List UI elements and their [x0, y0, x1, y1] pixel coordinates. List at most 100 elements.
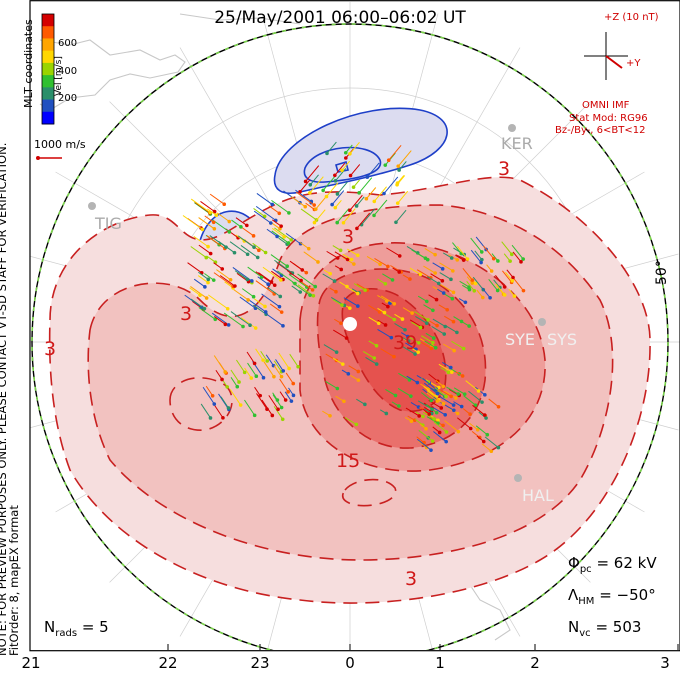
velocity-vector [397, 150, 412, 167]
colorbar-segment [42, 14, 54, 27]
contour-label-3b: 3 [180, 303, 193, 325]
latitude-label: 50° [654, 260, 670, 285]
velocity-vector [305, 165, 320, 182]
velocity-vector [432, 318, 446, 327]
velocity-vector-origin [452, 348, 456, 353]
velocity-vector-origin [475, 427, 480, 432]
velocity-vector [332, 299, 343, 306]
velocity-vector [398, 372, 410, 381]
velocity-vector-origin [203, 285, 207, 289]
velocity-vector [190, 246, 207, 258]
velocity-vector [315, 196, 327, 210]
velocity-vector [334, 163, 346, 176]
velocity-vector [511, 244, 524, 260]
velocity-vector [285, 232, 301, 245]
velocity-vector-origin [365, 175, 370, 179]
velocity-vector-origin [465, 257, 470, 261]
velocity-vector-origin [221, 416, 225, 420]
velocity-vector-origin [313, 284, 318, 289]
velocity-vector-origin [262, 214, 267, 219]
stat-phi-pc: Φpc = 62 kV [568, 554, 657, 575]
colorbar-segment [42, 50, 54, 64]
velocity-vector-origin [261, 375, 266, 380]
velocity-vector-origin [378, 262, 382, 267]
velocity-vector-origin [413, 352, 417, 356]
mlt-ticks [29, 644, 679, 650]
velocity-vector [444, 420, 459, 433]
velocity-vector-origin [424, 427, 428, 431]
velocity-vector-origin [393, 393, 398, 398]
velocity-vector-origin [321, 188, 325, 193]
velocity-vector [336, 208, 350, 223]
velocity-vector-origin [340, 362, 345, 366]
velocity-vector [273, 406, 284, 420]
velocity-vector-origin [335, 220, 340, 225]
velocity-vector-origin [341, 220, 346, 225]
velocity-vector-origin [461, 258, 466, 262]
velocity-vector-origin [355, 291, 360, 296]
velocity-vector-origin [248, 323, 252, 328]
velocity-vector [456, 246, 468, 260]
velocity-vector-origin [299, 278, 303, 283]
velocity-vector-origin [226, 323, 231, 327]
velocity-vector-origin [212, 227, 217, 231]
velocity-vector-origin [382, 310, 387, 315]
velocity-vector [425, 403, 437, 414]
velocity-vector-origin [281, 324, 285, 328]
velocity-vector-origin [289, 399, 294, 403]
velocity-vector [483, 245, 495, 259]
velocity-vector-origin [265, 407, 269, 411]
velocity-vector [223, 312, 244, 327]
velocity-vector-origin [348, 208, 352, 213]
velocity-vector-origin [345, 284, 349, 289]
mlt-tick-2: 2 [530, 654, 540, 672]
velocity-vector [271, 227, 285, 238]
velocity-vector [361, 208, 376, 225]
velocity-vector [512, 251, 522, 263]
velocity-vector-origin [343, 150, 348, 155]
velocity-vector-origin [481, 295, 485, 300]
velocity-vector-origin [483, 393, 487, 397]
velocity-vector-origin [241, 324, 245, 329]
velocity-vector [366, 187, 377, 200]
velocity-vector [434, 387, 447, 397]
velocity-vector-origin [407, 378, 412, 382]
velocity-vector [205, 385, 214, 397]
velocity-vector-origin [206, 244, 210, 249]
velocity-vector-origin [442, 332, 447, 336]
velocity-vector [229, 241, 248, 255]
velocity-vector-origin [449, 256, 454, 260]
velocity-vector-origin [255, 255, 260, 260]
velocity-vector-origin [272, 374, 276, 379]
velocity-vector [422, 377, 437, 390]
velocity-vector-origin [444, 439, 448, 444]
velocity-vector-origin [222, 202, 227, 207]
velocity-vector [198, 244, 211, 254]
contour-label-15: 15 [336, 450, 361, 472]
colorbar-segment [42, 26, 54, 39]
velocity-vector-origin [395, 182, 399, 187]
velocity-vector-origin [235, 384, 240, 389]
velocity-vector-origin [374, 362, 379, 366]
velocity-vector-origin [392, 317, 397, 322]
velocity-vector-origin [429, 398, 434, 403]
velocity-vector-origin [211, 278, 216, 282]
velocity-vector-origin [426, 318, 430, 322]
velocity-vector-origin [415, 380, 420, 385]
velocity-vector [292, 282, 311, 296]
velocity-vector-origin [272, 283, 277, 288]
imf-model: Stat Mod: RG96 [569, 113, 648, 124]
site-sys: SYS [547, 330, 578, 349]
velocity-vector [252, 304, 267, 315]
velocity-vector [255, 205, 277, 221]
colorbar-tick-200: 200 [58, 93, 78, 104]
colorbar-tick-600: 600 [58, 38, 78, 49]
velocity-vector-origin [354, 422, 359, 427]
velocity-vector [415, 316, 427, 324]
velocity-vector-origin [239, 225, 243, 229]
velocity-vector [290, 196, 306, 208]
stat-lambda-sym: Λ [568, 586, 579, 604]
velocity-vector-origin [444, 394, 448, 399]
velocity-vector [420, 392, 432, 401]
